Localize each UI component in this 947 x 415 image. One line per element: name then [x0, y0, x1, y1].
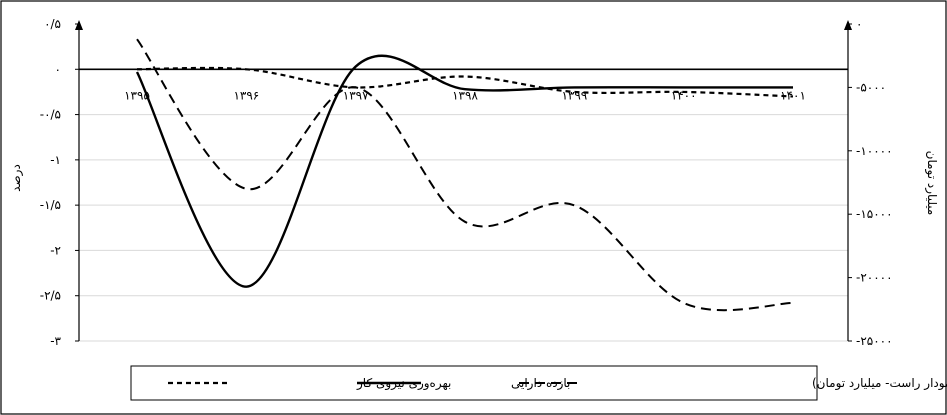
left-axis: ۰/۵ ۰ -۰/۵ -۱ -۱/۵ -۲ -۲/۵ -۳ [40, 17, 83, 348]
series-net-profit [136, 38, 794, 312]
right-tick-label: -۵۰۰۰ [856, 80, 886, 94]
left-tick-label: ۰/۵ [44, 17, 61, 31]
right-axis: ۰ -۵۰۰۰ -۱۰۰۰۰ -۱۵۰۰۰ -۲۰۰۰۰ -۲۵۰۰۰ [844, 17, 893, 348]
left-axis-title: درصد [9, 164, 24, 192]
x-tick-label: ۱۴۰۰ [671, 88, 697, 102]
left-tick-label: -۲/۵ [40, 289, 61, 303]
gridlines [79, 68, 848, 342]
x-tick-label: ۱۳۹۸ [452, 88, 478, 102]
left-tick-label: -۳ [50, 334, 61, 348]
left-tick-label: ۰ [55, 62, 61, 76]
x-tick-label: ۱۳۹۵ [124, 88, 150, 102]
right-tick-label: -۱۵۰۰۰ [856, 207, 893, 221]
x-tick-label: ۱۳۹۹ [561, 88, 587, 102]
legend: بهره‌وری نیروی کار بازده دارایی سود خالص… [130, 365, 947, 401]
series-labor-productivity [136, 66, 794, 98]
left-tick-label: -۲ [50, 243, 61, 257]
left-tick-label: -۱/۵ [40, 198, 61, 212]
left-tick-label: -۱ [50, 153, 61, 167]
right-tick-label: ۰ [856, 17, 862, 31]
x-tick-label: ۱۴۰۱ [780, 88, 806, 102]
right-axis-title: میلیارد تومان [924, 151, 939, 216]
left-tick-label: -۰/۵ [40, 108, 61, 122]
left-axis-arrow [75, 20, 83, 30]
series-return-on-assets [135, 54, 793, 288]
right-tick-label: -۲۵۰۰۰ [856, 334, 893, 348]
right-axis-arrow [844, 20, 852, 30]
legend-label-net-profit: سود خالص (نمودار راست- میلیارد تومان) [812, 376, 947, 391]
series-layer [135, 38, 794, 312]
right-tick-label: -۲۰۰۰۰ [856, 271, 893, 285]
legend-box [130, 365, 818, 401]
x-tick-label: ۱۳۹۶ [233, 88, 259, 102]
right-tick-label: -۱۰۰۰۰ [856, 144, 893, 158]
x-tick-label: ۱۳۹۷ [343, 88, 369, 102]
